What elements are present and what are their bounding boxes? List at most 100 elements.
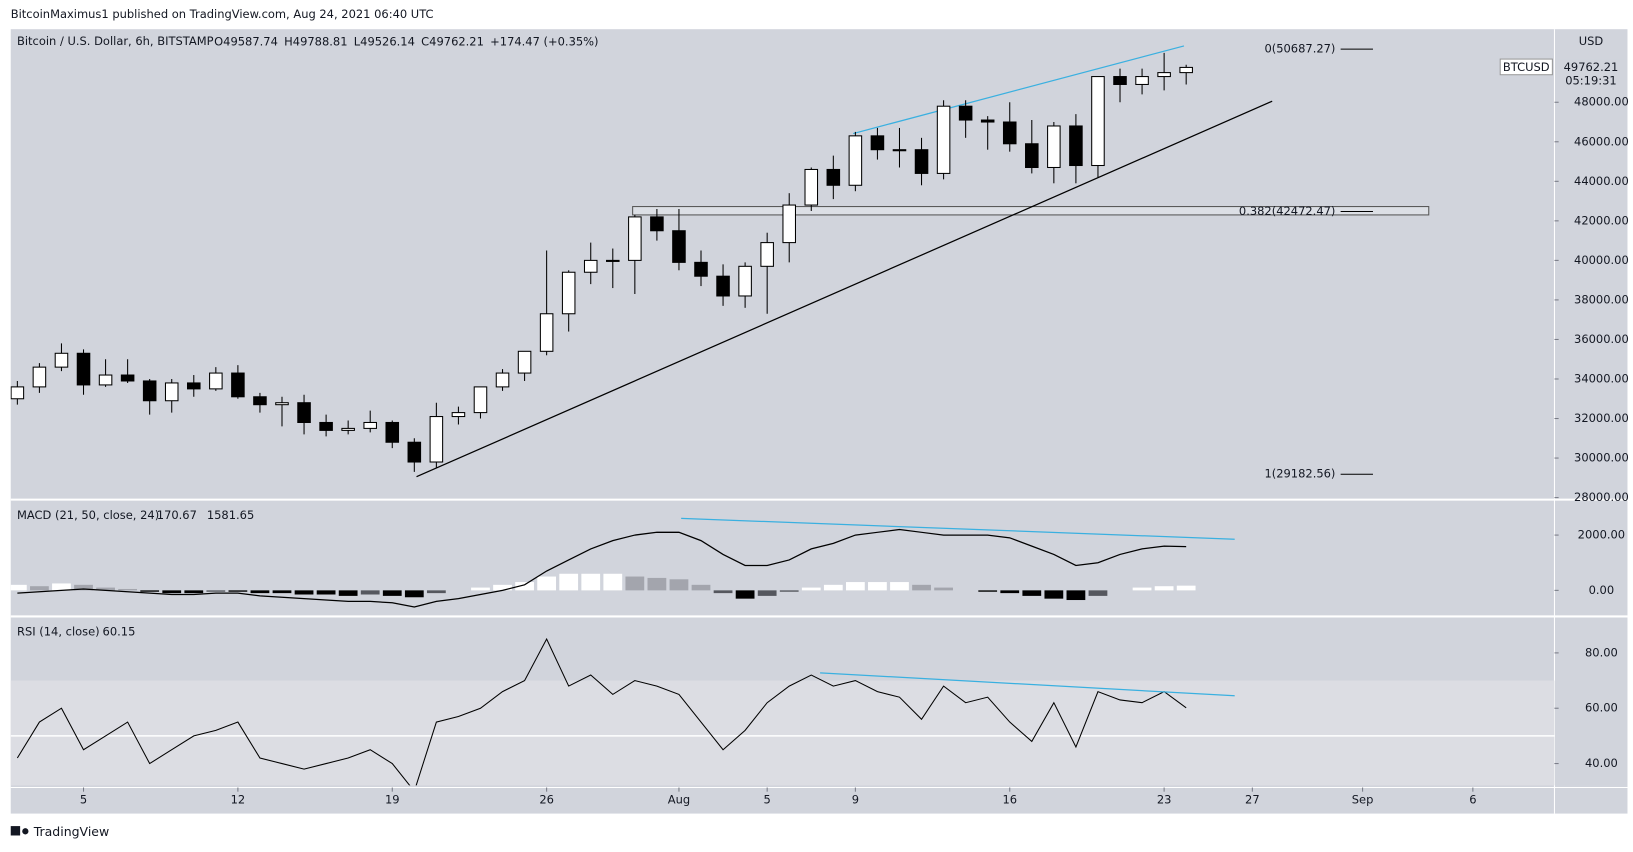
histogram-bar xyxy=(890,582,909,591)
histogram-bar xyxy=(250,590,270,594)
candle-body xyxy=(760,242,774,267)
candle-body xyxy=(892,149,907,152)
histogram-bar xyxy=(118,588,138,591)
histogram-bar xyxy=(515,582,534,591)
candle-body xyxy=(539,313,554,352)
ohlc-key: L xyxy=(354,34,361,48)
histogram-bar xyxy=(1154,586,1174,591)
candle-body xyxy=(231,372,245,398)
candle-body xyxy=(848,135,863,186)
panel-plot xyxy=(10,637,1555,786)
fib-label: 0.382(42472.47) xyxy=(1239,204,1336,218)
y-tick-label: 36000.00 xyxy=(1574,332,1629,346)
change: +174.47 (+0.35%) xyxy=(490,34,598,48)
histogram-bar xyxy=(360,590,380,595)
candle-body xyxy=(98,374,113,386)
histogram-bar xyxy=(1176,585,1196,591)
candle-body xyxy=(716,275,730,297)
histogram-bar xyxy=(669,579,689,591)
y-tick-label: 32000.00 xyxy=(1574,411,1629,425)
x-tick-label: 5 xyxy=(764,793,771,807)
y-tick-label: 0.00 xyxy=(1589,583,1615,597)
panel-plot xyxy=(10,517,1235,608)
y-tick-label: 46000.00 xyxy=(1574,134,1629,148)
histogram-bar xyxy=(184,590,204,594)
candle-body xyxy=(495,372,510,388)
trendline xyxy=(853,45,1185,135)
candle-body xyxy=(297,402,311,423)
candle-body xyxy=(187,382,201,390)
fib-label: 0(50687.27) xyxy=(1264,42,1335,56)
y-tick-label: 40.00 xyxy=(1585,756,1618,770)
candle-body xyxy=(164,382,179,402)
last-price: 49762.21 xyxy=(1564,60,1619,74)
candle-body xyxy=(253,396,267,406)
candle-body xyxy=(1069,125,1083,167)
histogram-bar xyxy=(10,584,27,591)
histogram-bar xyxy=(404,590,424,598)
candle-body xyxy=(694,261,708,277)
x-tick-label: 9 xyxy=(852,793,859,807)
candle-body xyxy=(209,372,223,390)
panel-plot xyxy=(10,45,1430,478)
candle-body xyxy=(958,105,973,121)
candle-body xyxy=(738,265,752,297)
candle-body xyxy=(606,259,620,262)
y-tick-label: 38000.00 xyxy=(1574,292,1629,306)
candle-body xyxy=(120,374,135,382)
candle-body xyxy=(341,427,355,431)
indicator-reading: 170.67 xyxy=(157,508,197,522)
y-tick-label: 44000.00 xyxy=(1574,174,1629,188)
x-tick-label: 16 xyxy=(1002,793,1017,807)
symbol-badge xyxy=(1499,58,1553,76)
x-tick-label: 12 xyxy=(231,793,246,807)
histogram-bar xyxy=(1022,590,1042,596)
indicator-reading: 60.15 xyxy=(103,625,136,639)
symbol-label: BTCUSD xyxy=(1503,60,1550,74)
histogram-bar xyxy=(316,590,336,595)
candle-body xyxy=(54,352,69,368)
histogram-bar xyxy=(691,584,711,591)
candle-body xyxy=(1157,72,1171,78)
histogram-bar xyxy=(581,573,601,591)
x-tick-label: Sep xyxy=(1352,793,1374,807)
candle-body xyxy=(76,352,91,386)
countdown: 05:19:31 xyxy=(1565,73,1617,87)
candle-body xyxy=(1002,121,1017,145)
publisher: BitcoinMaximus1 published on TradingView… xyxy=(11,7,434,21)
candle-body xyxy=(672,230,686,263)
candle-body xyxy=(980,119,995,123)
histogram-bar xyxy=(801,587,821,591)
candle-body xyxy=(363,421,377,429)
y-tick-label: 60.00 xyxy=(1585,701,1618,715)
histogram-bar xyxy=(294,590,314,595)
candle-body xyxy=(650,216,664,232)
symbol-title: Bitcoin / U.S. Dollar, 6h, BITSTAMP xyxy=(17,34,214,48)
histogram-bar xyxy=(1088,590,1108,596)
candle-body xyxy=(936,105,951,174)
histogram-bar xyxy=(1132,587,1152,591)
histogram-bar xyxy=(426,590,446,594)
candle-body xyxy=(10,386,25,400)
logo xyxy=(10,826,29,836)
y-tick-label: 34000.00 xyxy=(1574,371,1629,385)
x-tick-label: 5 xyxy=(80,793,87,807)
ohlc-value: 49587.74 xyxy=(223,34,278,48)
candle-body xyxy=(561,271,576,315)
histogram-bar xyxy=(1000,590,1020,594)
x-tick-label: 6 xyxy=(1469,793,1476,807)
ohlc-value: 49526.14 xyxy=(360,34,415,48)
candle-body xyxy=(407,441,422,463)
candle-body xyxy=(870,135,885,151)
histogram-bar xyxy=(96,587,115,591)
histogram-bar xyxy=(1044,590,1064,599)
y-tick-label: 48000.00 xyxy=(1574,95,1629,109)
candle-body xyxy=(142,380,157,402)
x-tick-label: 27 xyxy=(1245,793,1260,807)
trendline xyxy=(681,517,1235,540)
histogram-bar xyxy=(868,582,887,591)
candle-body xyxy=(1135,76,1149,85)
candle-body xyxy=(628,216,642,261)
histogram-bar xyxy=(934,587,953,591)
